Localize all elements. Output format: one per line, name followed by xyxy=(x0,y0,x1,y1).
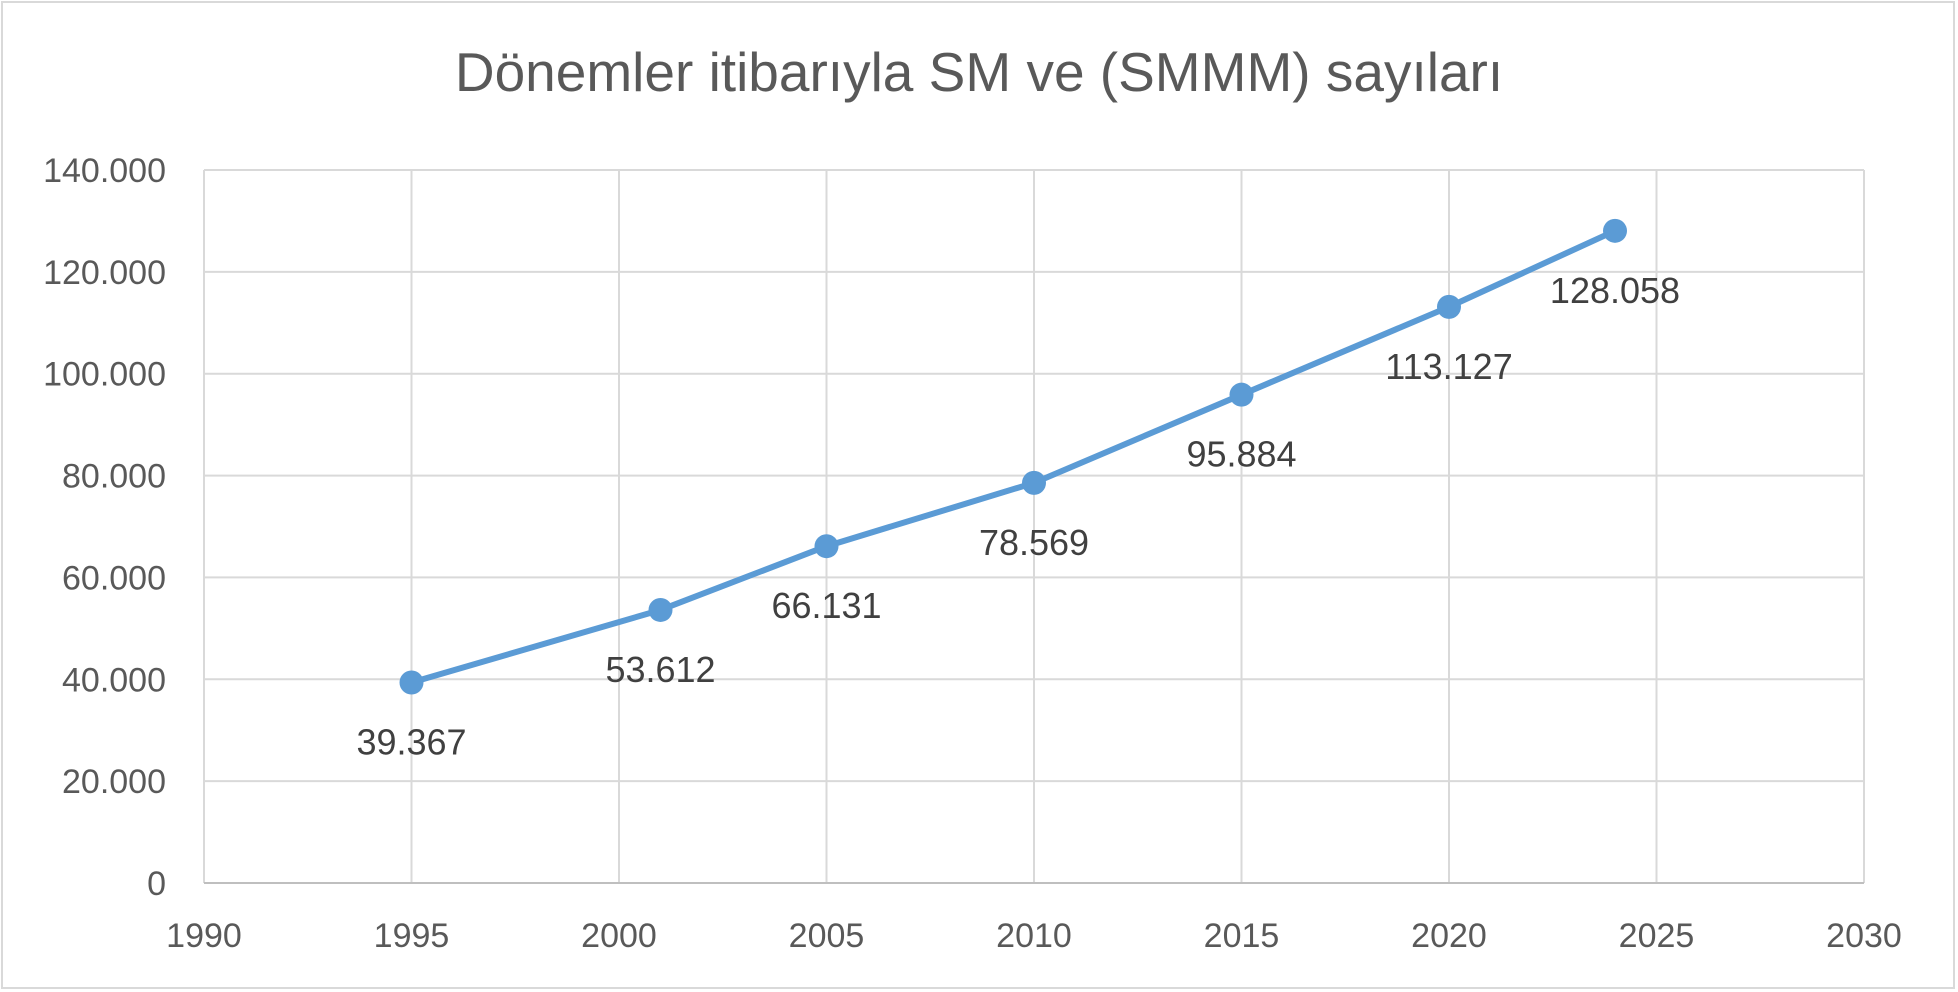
data-point xyxy=(1603,218,1627,243)
data-label: 128.058 xyxy=(1550,270,1680,311)
chart-title: Dönemler itibarıyla SM ve (SMMM) sayılar… xyxy=(454,41,1504,103)
data-label: 95.884 xyxy=(1186,434,1296,475)
series-line xyxy=(408,227,1618,686)
y-tick-label: 140.000 xyxy=(43,152,166,190)
y-tick-label: 0 xyxy=(147,865,166,903)
x-tick-label: 2005 xyxy=(789,917,865,955)
data-point xyxy=(814,534,839,559)
data-label: 113.127 xyxy=(1385,346,1512,387)
y-tick-label: 20.000 xyxy=(62,763,166,801)
y-tick-label: 120.000 xyxy=(43,254,166,292)
x-tick-label: 2000 xyxy=(581,917,657,955)
data-label: 53.612 xyxy=(605,649,715,690)
y-tick-label: 100.000 xyxy=(43,356,166,394)
data-label: 39.367 xyxy=(356,722,466,763)
data-point xyxy=(1437,294,1461,319)
data-label: 66.131 xyxy=(771,585,881,626)
data-point xyxy=(1022,470,1046,495)
x-tick-label: 1995 xyxy=(374,917,450,955)
x-tick-label: 1990 xyxy=(166,917,242,955)
y-tick-label: 40.000 xyxy=(62,661,166,699)
x-tick-label: 2025 xyxy=(1619,917,1695,955)
x-tick-label: 2015 xyxy=(1204,917,1280,955)
data-label: 78.569 xyxy=(979,522,1089,563)
y-tick-label: 60.000 xyxy=(62,559,166,597)
data-point xyxy=(648,597,673,622)
x-tick-label: 2030 xyxy=(1826,917,1902,955)
data-point xyxy=(1229,382,1254,407)
x-tick-label: 2010 xyxy=(996,917,1072,955)
y-tick-label: 80.000 xyxy=(62,458,166,496)
data-point xyxy=(399,670,424,695)
x-tick-label: 2020 xyxy=(1411,917,1487,955)
